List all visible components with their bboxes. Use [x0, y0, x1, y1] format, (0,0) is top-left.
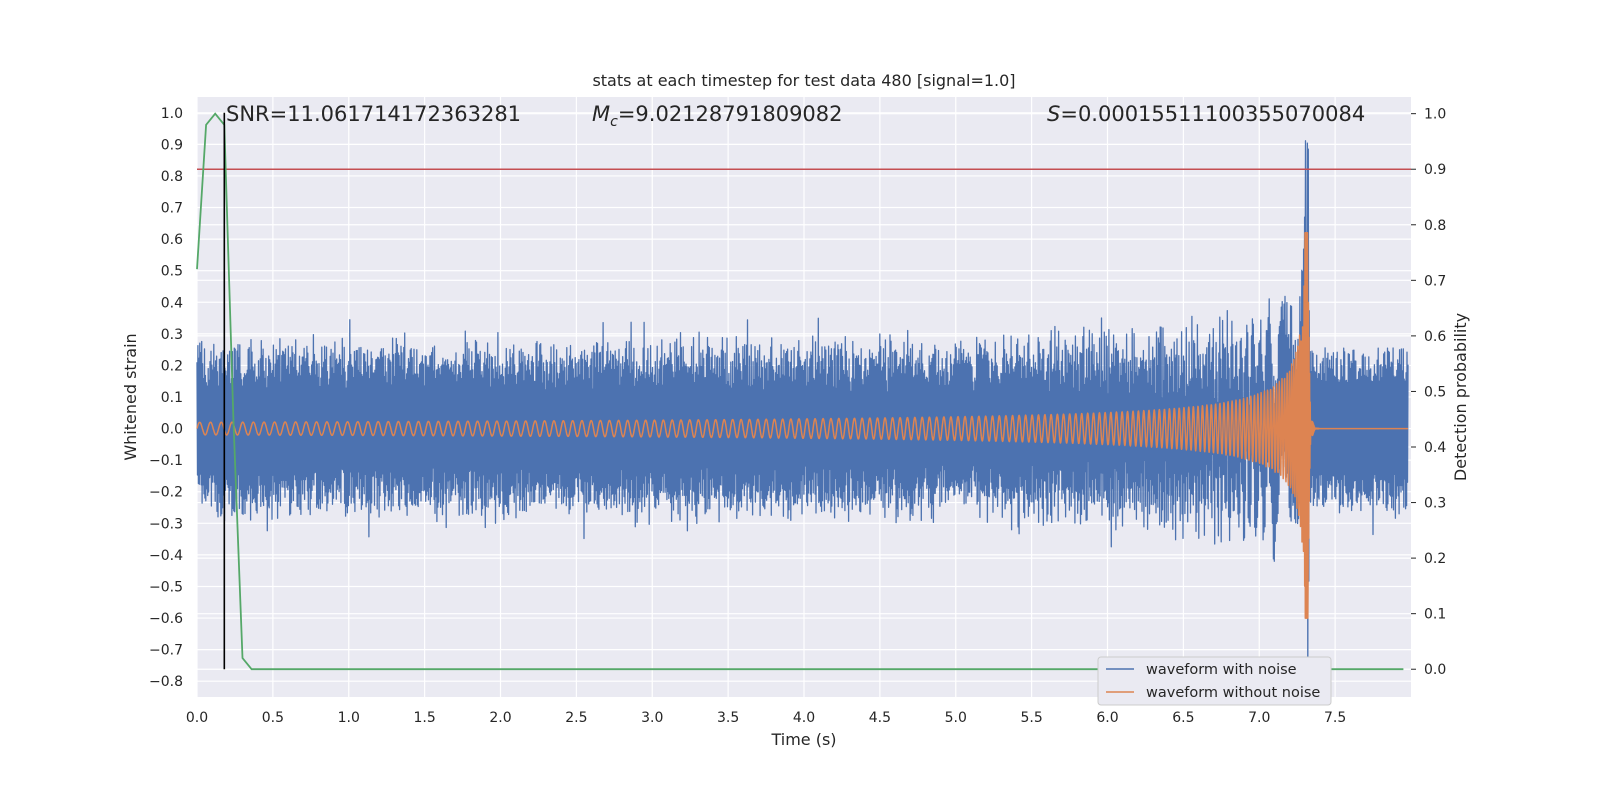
- x-tick-label: 7.0: [1248, 710, 1270, 726]
- y-tick-label: 0.5: [161, 264, 183, 280]
- s-value: =0.00015511100355070084: [1060, 102, 1365, 126]
- x-tick-label: 4.0: [793, 710, 815, 726]
- x-tick-label: 1.5: [413, 710, 435, 726]
- y-tick-label: 0.9: [161, 137, 183, 153]
- y2-tick-labels: 1.0 0.9 0.8 0.7 0.6 0.5 0.4 0.3 0.2 0.1 0.0: [1411, 107, 1446, 678]
- x-tick-label: 2.0: [489, 710, 511, 726]
- y2-tick-label: 0.1: [1424, 607, 1446, 623]
- x-tick-label: 2.5: [565, 710, 587, 726]
- series-detection-probability: [196, 112, 1404, 671]
- y2-tick-label: 0.0: [1424, 662, 1446, 678]
- y-tick-label: 0.0: [161, 422, 183, 438]
- x-tick-label: 6.5: [1172, 710, 1194, 726]
- series-waveform-without-noise: [196, 232, 1409, 619]
- y-tick-label: 0.6: [161, 232, 183, 248]
- x-axis-label: Time (s): [770, 730, 836, 749]
- x-tick-label: 4.5: [869, 710, 891, 726]
- y-tick-label: −0.8: [149, 674, 183, 690]
- y-tick-label: 0.3: [161, 327, 183, 343]
- y-tick-label: −0.5: [149, 579, 183, 595]
- y2-tick-label: 0.7: [1424, 273, 1446, 289]
- y-tick-label: −0.4: [149, 548, 183, 564]
- s-symbol: S: [1047, 102, 1060, 126]
- y2-tick-label: 0.2: [1424, 551, 1446, 567]
- series-layer: [196, 112, 1411, 698]
- y-tick-label: 0.7: [161, 201, 183, 217]
- y2-tick-label: 0.6: [1424, 329, 1446, 345]
- x-tick-labels: 0.0 0.5 1.0 1.5 2.0 2.5 3.0 3.5 4.0 4.5 5.0 5.5 6.0 6…: [186, 710, 1346, 726]
- x-tick-label: 7.5: [1324, 710, 1346, 726]
- y-tick-label: −0.6: [149, 611, 183, 627]
- x-tick-label: 5.5: [1020, 710, 1042, 726]
- y-tick-label: 1.0: [161, 106, 183, 122]
- s-annotation: S=0.00015511100355070084: [1047, 102, 1365, 126]
- legend-box: [1097, 656, 1332, 706]
- x-tick-label: 0.5: [262, 710, 284, 726]
- chirp-mass-subscript: c: [610, 114, 618, 130]
- y-tick-labels: 1.0 0.9 0.8 0.7 0.6 0.5 0.4 0.3 0.2 0.1 0.0 −0.1 −0.…: [149, 106, 183, 690]
- y2-tick-label: 0.5: [1424, 384, 1446, 400]
- y2-tick-label: 1.0: [1424, 107, 1446, 123]
- y-tick-label: 0.4: [161, 295, 183, 311]
- x-tick-label: 3.5: [717, 710, 739, 726]
- y-tick-label: 0.2: [161, 358, 183, 374]
- y-tick-label: −0.2: [149, 485, 183, 501]
- chirp-mass-annotation: Mc=9.02128791809082: [592, 102, 843, 130]
- y-tick-label: −0.1: [149, 453, 183, 469]
- snr-annotation: SNR=11.061714172363281: [226, 102, 521, 126]
- x-tick-label: 0.0: [186, 710, 208, 726]
- y-axis-label: Whitened strain: [121, 333, 140, 460]
- y-tick-label: 0.8: [161, 169, 183, 185]
- y-tick-label: −0.3: [149, 516, 183, 532]
- legend: waveform with noise waveform without noi…: [1097, 656, 1332, 706]
- x-tick-label: 1.0: [338, 710, 360, 726]
- y2-tick-label: 0.9: [1424, 162, 1446, 178]
- y2-axis-label: Detection probability: [1451, 313, 1470, 481]
- y-tick-label: −0.7: [149, 643, 183, 659]
- y-tick-label: 0.1: [161, 390, 183, 406]
- legend-label-clean: waveform without noise: [1146, 685, 1320, 701]
- chirp-mass-value: =9.02128791809082: [618, 102, 843, 126]
- chart-title: stats at each timestep for test data 480…: [592, 71, 1015, 90]
- x-tick-label: 5.0: [945, 710, 967, 726]
- y2-tick-label: 0.8: [1424, 218, 1446, 234]
- y2-tick-label: 0.3: [1424, 496, 1446, 512]
- chirp-mass-symbol: M: [592, 102, 610, 126]
- legend-label-noisy: waveform with noise: [1146, 662, 1297, 678]
- x-tick-label: 3.0: [641, 710, 663, 726]
- y2-tick-label: 0.4: [1424, 440, 1446, 456]
- x-tick-label: 6.0: [1096, 710, 1118, 726]
